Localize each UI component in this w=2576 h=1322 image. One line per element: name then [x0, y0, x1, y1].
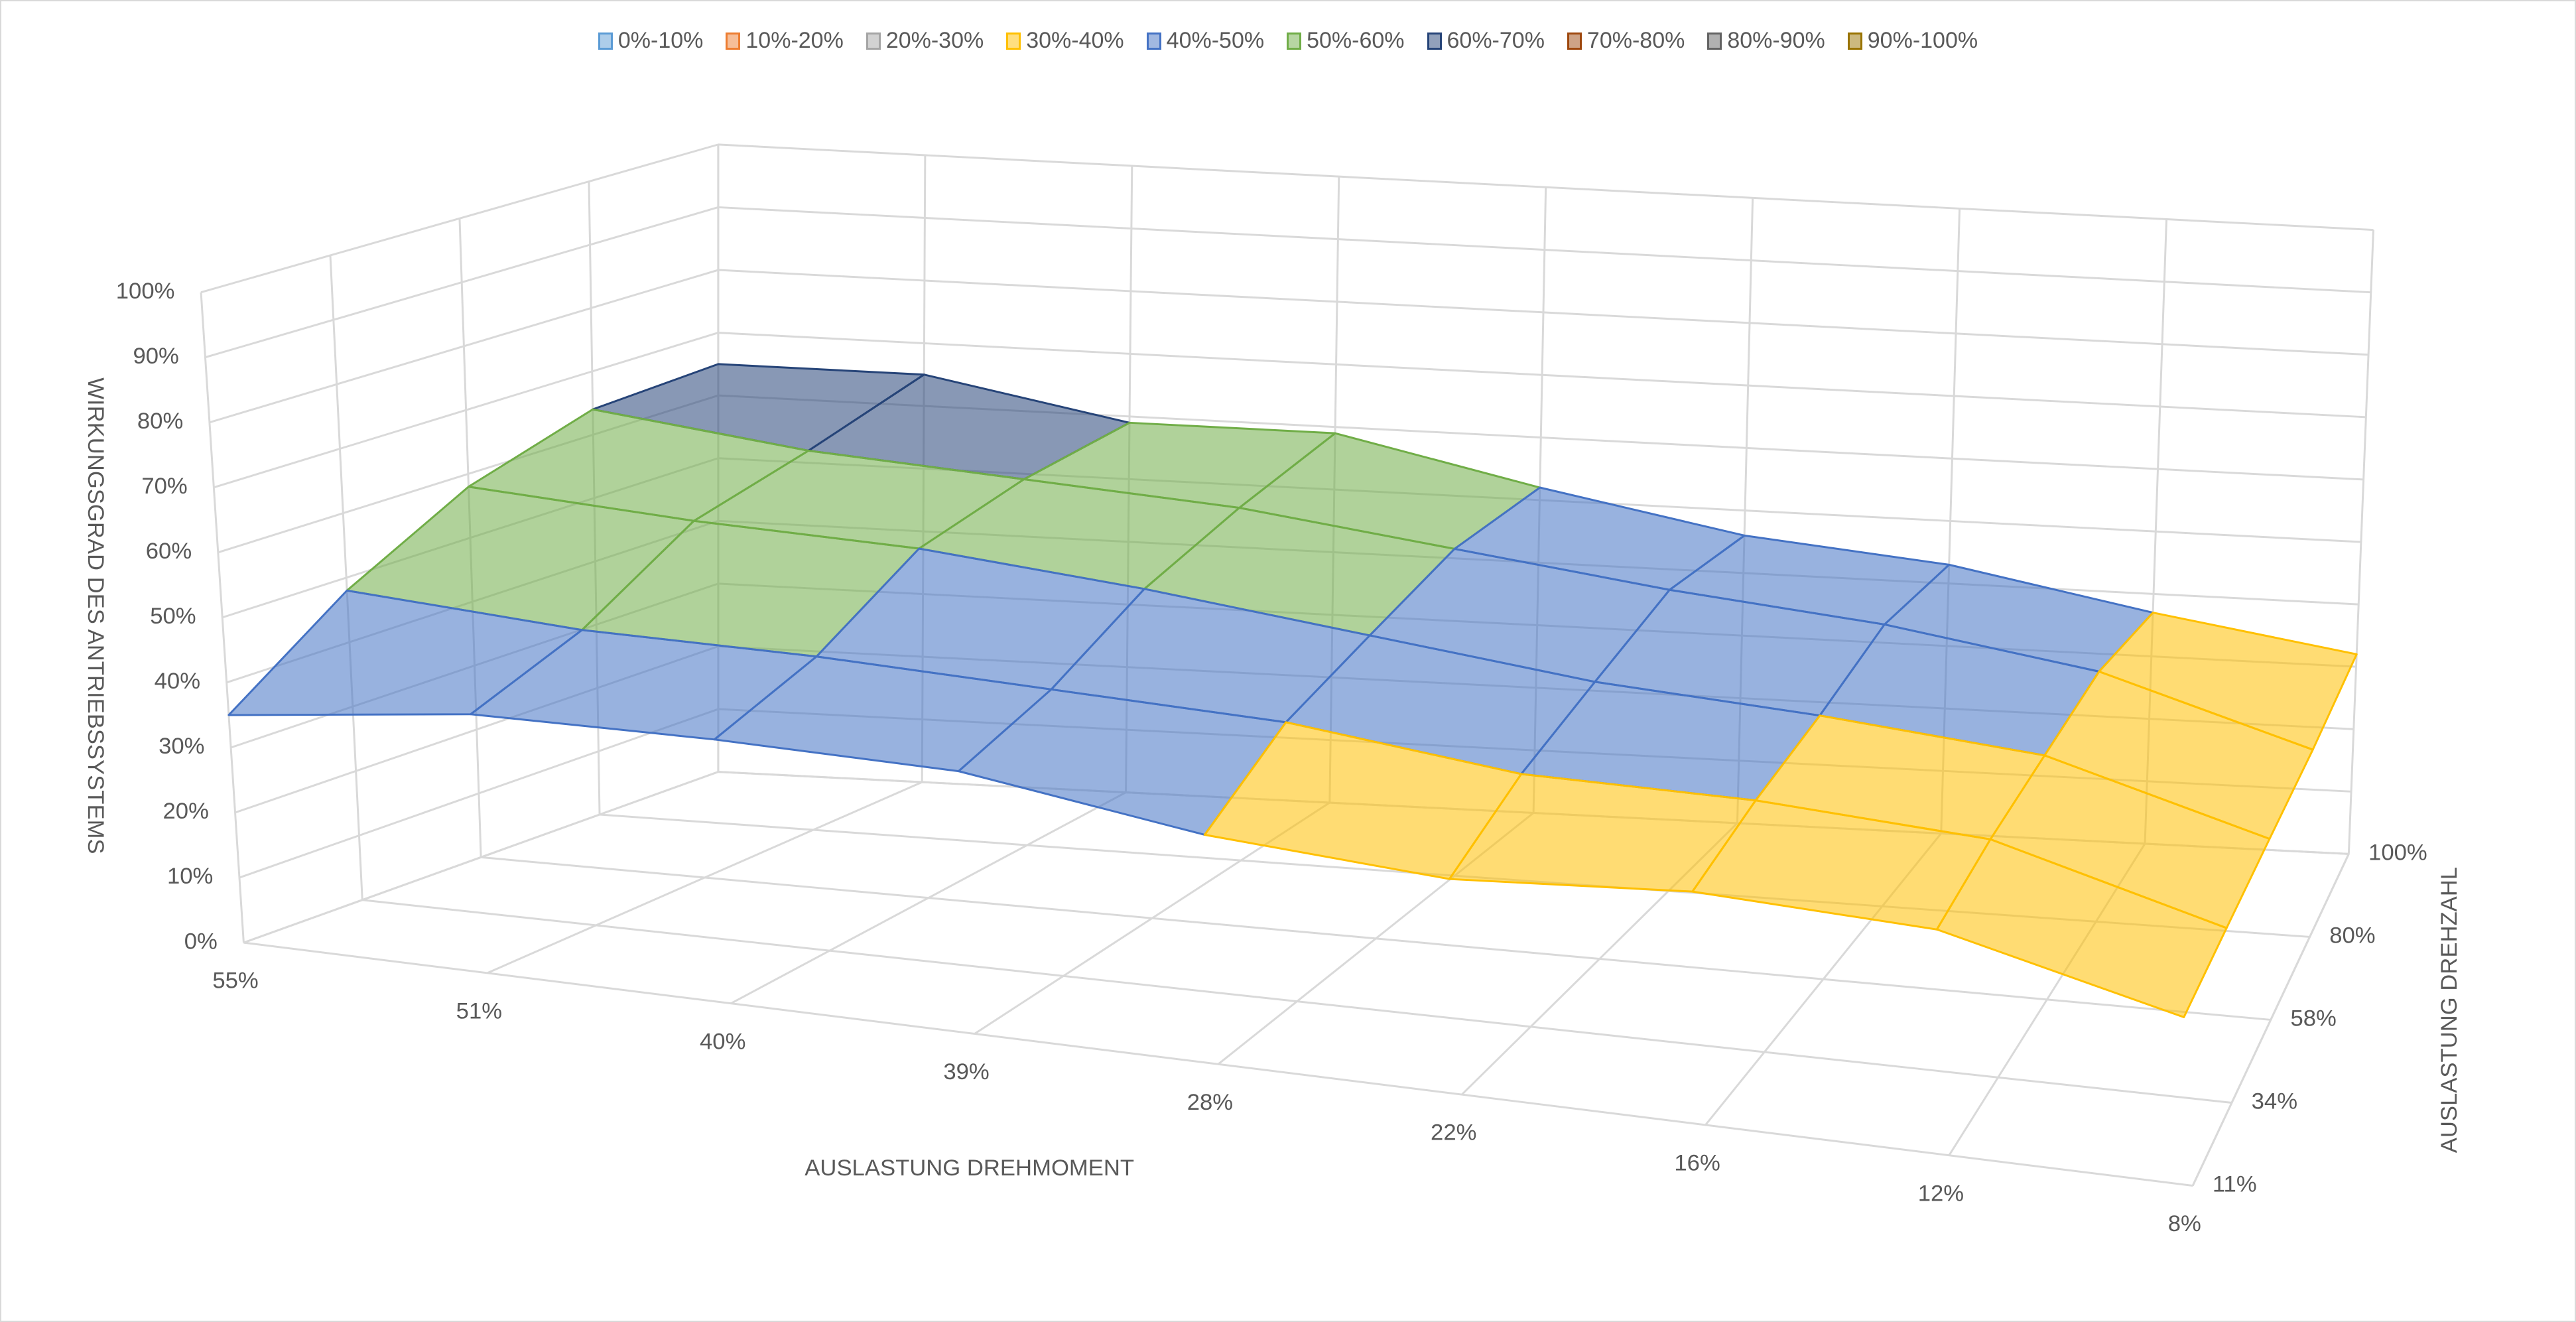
left-wall-vertical-gridline — [329, 255, 363, 900]
legend: 0%-10% 10%-20% 20%-30% 30%-40% 40%-50% 50%-60… — [0, 28, 2576, 54]
x-tick-label: 28% — [1187, 1090, 1233, 1115]
z-tick-label: 30% — [159, 734, 204, 759]
legend-swatch — [598, 32, 613, 50]
surface-cell — [1935, 838, 2228, 1018]
z-tick-label: 100% — [116, 279, 175, 304]
depth-axis-line — [2191, 853, 2350, 1187]
z-tick-label: 10% — [167, 864, 213, 889]
back-wall-gridline — [718, 143, 2374, 231]
legend-label: 10%-20% — [745, 28, 844, 53]
z-axis-title: WIRKUNGSGRAD DES ANTRIEBSSYSTEMS — [83, 377, 108, 854]
x-tick-label: 22% — [1431, 1120, 1476, 1146]
z-tick-label: 20% — [163, 799, 209, 824]
z-tick-label: 90% — [133, 344, 178, 369]
legend-item: 90%-100% — [1847, 28, 1978, 54]
x-tick-label: 8% — [2168, 1211, 2201, 1236]
legend-item: 20%-30% — [866, 28, 984, 54]
depth-tick-label: 80% — [2329, 923, 2375, 949]
legend-item: 60%-70% — [1427, 28, 1545, 54]
x-tick-label: 39% — [943, 1059, 989, 1085]
legend-swatch — [1847, 32, 1862, 50]
x-tick-label: 40% — [700, 1029, 745, 1054]
x-tick-label: 51% — [456, 998, 502, 1024]
legend-swatch — [1146, 32, 1161, 50]
legend-item: 40%-50% — [1146, 28, 1265, 54]
legend-label: 60%-70% — [1447, 28, 1545, 53]
x-tick-label: 12% — [1918, 1181, 1964, 1206]
legend-item: 80%-90% — [1707, 28, 1825, 54]
legend-label: 70%-80% — [1586, 28, 1685, 53]
z-tick-label: 60% — [146, 539, 192, 564]
left-wall-vertical-gridline — [200, 292, 245, 943]
legend-item: 10%-20% — [726, 28, 844, 54]
legend-item: 70%-80% — [1567, 28, 1685, 54]
legend-swatch — [1427, 32, 1442, 50]
legend-label: 50%-60% — [1307, 28, 1405, 53]
z-tick-label: 80% — [137, 409, 183, 434]
legend-label: 30%-40% — [1026, 28, 1124, 53]
legend-item: 0%-10% — [598, 28, 704, 54]
legend-label: 0%-10% — [617, 28, 704, 53]
depth-tick-label: 58% — [2290, 1006, 2336, 1031]
legend-swatch — [726, 32, 741, 50]
legend-swatch — [1567, 32, 1582, 50]
x-tick-label: 16% — [1674, 1150, 1720, 1175]
x-axis-title: AUSLASTUNG DREHMOMENT — [805, 1156, 1134, 1181]
depth-axis-title: AUSLASTUNG DREHZAHL — [2437, 867, 2462, 1153]
legend-swatch — [1707, 32, 1722, 50]
depth-tick-label: 11% — [2213, 1172, 2257, 1197]
floor-gridline — [487, 781, 923, 974]
legend-swatch — [1287, 32, 1302, 50]
legend-label: 90%-100% — [1867, 28, 1978, 53]
legend-swatch — [1006, 32, 1021, 50]
floor-gridline — [243, 771, 719, 944]
legend-label: 20%-30% — [885, 28, 984, 53]
z-tick-label: 50% — [150, 604, 196, 629]
z-tick-label: 0% — [184, 929, 218, 954]
legend-item: 30%-40% — [1006, 28, 1124, 54]
z-tick-label: 70% — [141, 474, 187, 499]
legend-label: 40%-50% — [1166, 28, 1265, 53]
depth-tick-label: 100% — [2368, 840, 2427, 866]
back-wall-vertical-gridline — [2347, 230, 2374, 854]
floor-gridline — [730, 791, 1127, 1005]
z-tick-label: 40% — [155, 669, 200, 694]
legend-label: 80%-90% — [1727, 28, 1825, 53]
x-tick-label: 55% — [212, 968, 258, 994]
depth-tick-label: 34% — [2252, 1089, 2297, 1114]
legend-swatch — [866, 32, 881, 50]
legend-item: 50%-60% — [1287, 28, 1405, 54]
